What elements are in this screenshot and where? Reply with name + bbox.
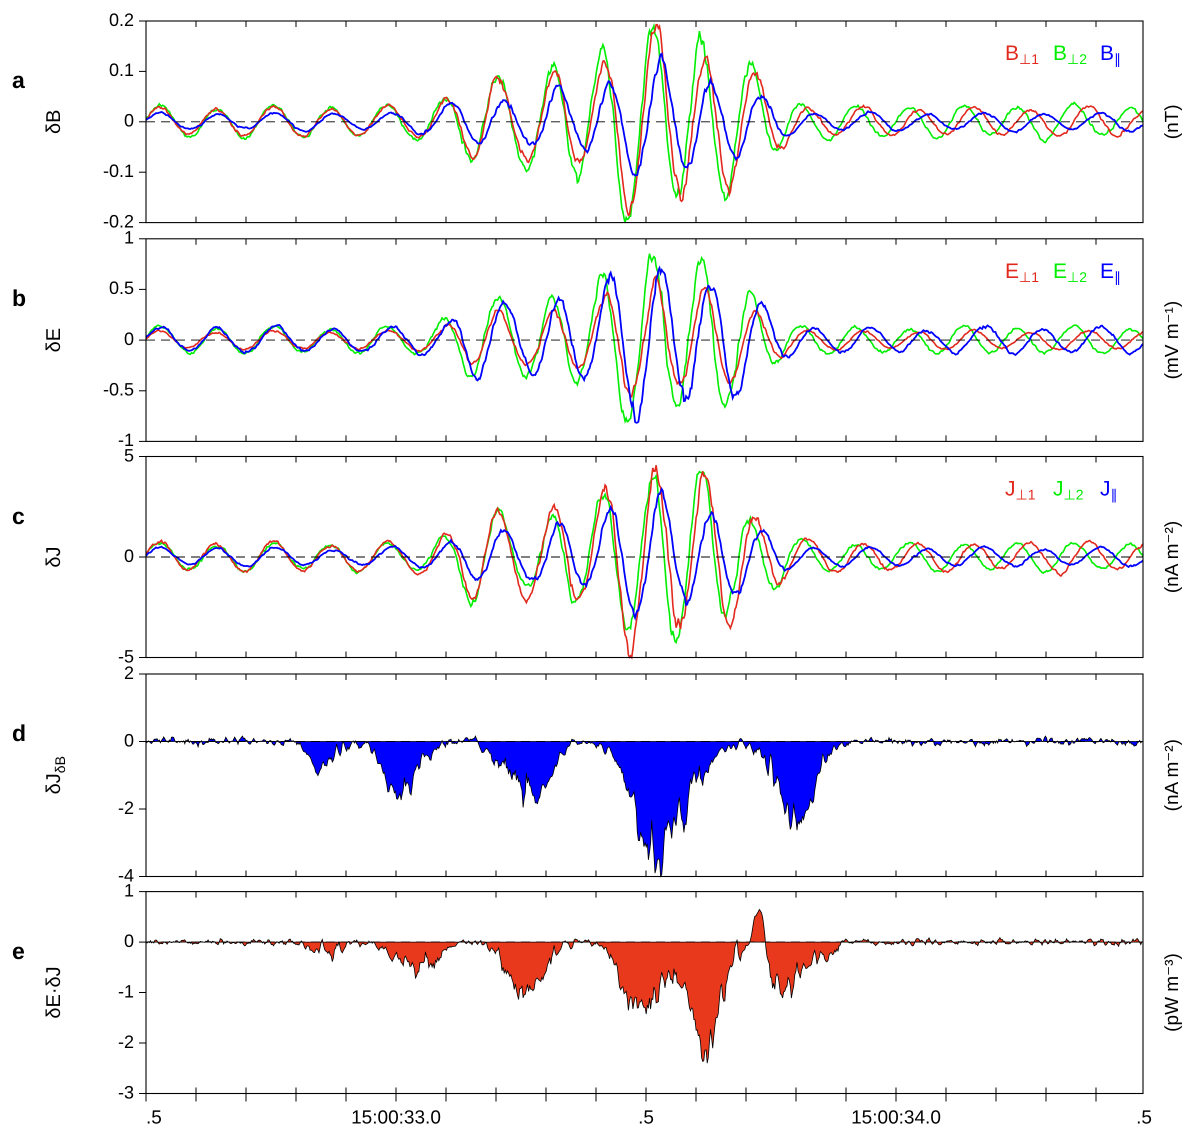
svg-text:δE·δJ: δE·δJ xyxy=(43,966,65,1018)
svg-text:5: 5 xyxy=(124,445,134,465)
svg-text:-1: -1 xyxy=(118,981,134,1001)
svg-text:0: 0 xyxy=(124,931,134,951)
svg-text:(nT): (nT) xyxy=(1162,104,1183,139)
svg-text:0: 0 xyxy=(124,546,134,566)
svg-text:.5: .5 xyxy=(146,1108,162,1129)
svg-text:.5: .5 xyxy=(638,1108,654,1129)
svg-text:15:00:34.0: 15:00:34.0 xyxy=(851,1108,941,1129)
svg-text:-2: -2 xyxy=(118,798,134,818)
svg-text:c: c xyxy=(12,503,25,529)
svg-text:(nA m⁻²): (nA m⁻²) xyxy=(1162,739,1183,811)
svg-text:2: 2 xyxy=(124,663,134,683)
svg-text:1: 1 xyxy=(124,880,134,900)
svg-text:d: d xyxy=(12,720,26,746)
svg-text:0: 0 xyxy=(124,111,134,131)
svg-text:b: b xyxy=(12,285,26,311)
svg-text:0: 0 xyxy=(124,329,134,349)
svg-text:-0.5: -0.5 xyxy=(103,380,134,400)
svg-text:a: a xyxy=(12,67,25,93)
svg-text:0: 0 xyxy=(124,730,134,750)
svg-text:0.1: 0.1 xyxy=(109,60,134,80)
svg-text:0.2: 0.2 xyxy=(109,10,134,30)
svg-text:15:00:33.0: 15:00:33.0 xyxy=(351,1108,441,1129)
svg-text:.5: .5 xyxy=(1136,1108,1152,1129)
svg-text:(mV m⁻¹): (mV m⁻¹) xyxy=(1162,301,1183,380)
svg-text:-3: -3 xyxy=(118,1082,134,1102)
svg-text:δB: δB xyxy=(43,110,65,134)
svg-text:(nA m⁻²): (nA m⁻²) xyxy=(1162,521,1183,593)
svg-text:e: e xyxy=(12,938,25,964)
svg-text:δJ: δJ xyxy=(43,546,65,567)
svg-text:-0.1: -0.1 xyxy=(103,161,134,181)
svg-text:1: 1 xyxy=(124,228,134,248)
svg-text:0.5: 0.5 xyxy=(109,278,134,298)
svg-text:δE: δE xyxy=(43,328,65,352)
svg-text:(pW m⁻³): (pW m⁻³) xyxy=(1162,953,1183,1032)
svg-text:-2: -2 xyxy=(118,1032,134,1052)
